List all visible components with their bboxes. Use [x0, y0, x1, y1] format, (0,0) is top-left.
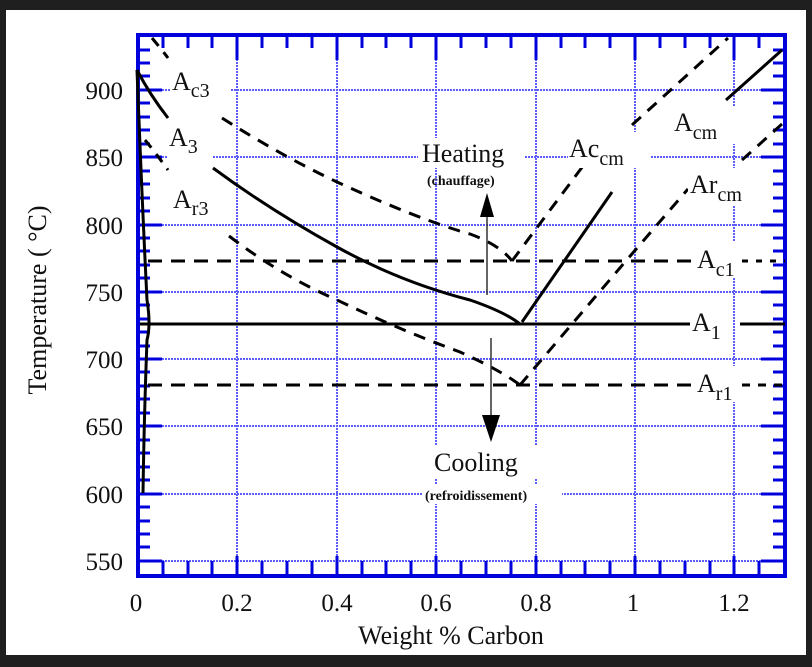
svg-text:800: 800: [86, 213, 124, 240]
plot-frame: [136, 33, 787, 578]
svg-text:550: 550: [86, 549, 124, 576]
y-axis-title: Temperature ( °C): [23, 205, 52, 394]
acm-curve: [520, 191, 614, 323]
heating-label: Heating: [422, 139, 504, 168]
chart-canvas: Ac3 A3 Ar3 Accm Acm Arcm Ac1 A1 Ar1 Heat…: [6, 10, 806, 655]
svg-text:750: 750: [86, 280, 124, 307]
svg-text:0.6: 0.6: [420, 590, 451, 617]
cooling-arrow: [482, 338, 500, 442]
label-ar3: Ar3: [173, 185, 208, 220]
label-acm: Acm: [674, 108, 718, 144]
label-accm: Accm: [569, 134, 624, 170]
svg-text:700: 700: [86, 347, 124, 374]
svg-text:0.4: 0.4: [321, 590, 353, 617]
label-a3: A3: [169, 123, 198, 158]
svg-text:600: 600: [86, 482, 124, 509]
label-ac1: Ac1: [697, 245, 735, 281]
svg-text:1: 1: [627, 590, 640, 617]
svg-text:1.2: 1.2: [718, 590, 749, 617]
cooling-sublabel: (refroidissement): [425, 489, 527, 504]
arcm-curve: [518, 188, 690, 386]
y-tick-labels: 900 850 800 750 700 650 600 550: [86, 78, 124, 576]
cooling-label: Cooling: [434, 448, 518, 477]
a3-curve-top: [135, 69, 170, 119]
label-a1: A1: [692, 308, 721, 344]
svg-text:0.2: 0.2: [221, 590, 252, 617]
acm-curve-top: [725, 48, 783, 102]
svg-text:850: 850: [86, 145, 124, 172]
phase-diagram: Ac3 A3 Ar3 Accm Acm Arcm Ac1 A1 Ar1 Heat…: [23, 33, 787, 650]
ferrite-solvus-curve: [135, 69, 151, 494]
label-ac3: Ac3: [172, 67, 210, 102]
x-tick-labels: 0 0.2 0.4 0.6 0.8 1 1.2: [130, 590, 750, 617]
svg-text:650: 650: [86, 414, 124, 441]
svg-text:0.8: 0.8: [520, 590, 551, 617]
label-ar1: Ar1: [697, 369, 732, 405]
heating-sublabel: (chauffage): [427, 174, 495, 189]
a3-curve: [212, 166, 521, 326]
ac3-curve: [150, 37, 170, 59]
series-lines: [135, 36, 785, 494]
x-axis-title: Weight % Carbon: [358, 621, 544, 650]
ar3-curve: [143, 139, 170, 171]
label-arcm: Arcm: [690, 170, 742, 206]
heating-arrow: [480, 193, 494, 295]
svg-text:0: 0: [130, 590, 143, 617]
curve-labels: Ac3 A3 Ar3 Accm Acm Arcm Ac1 A1 Ar1: [168, 66, 760, 405]
svg-text:900: 900: [86, 78, 124, 105]
